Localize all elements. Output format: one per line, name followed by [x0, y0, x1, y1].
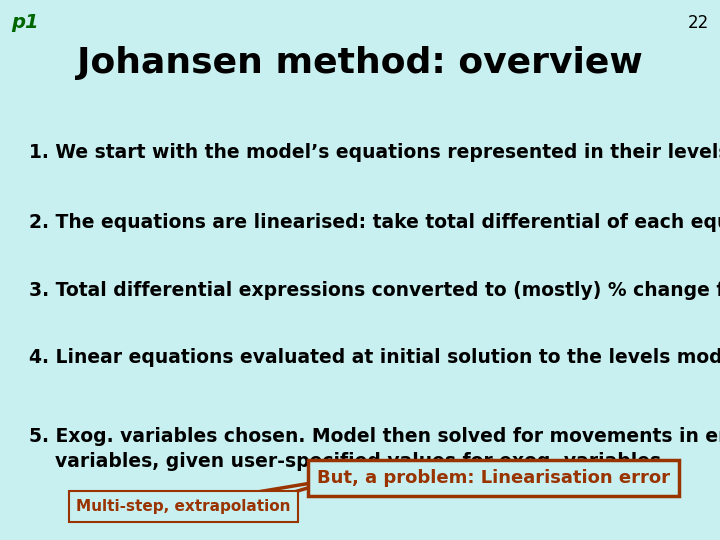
Text: But, a problem: Linearisation error: But, a problem: Linearisation error	[317, 469, 670, 487]
Text: 2. The equations are linearised: take total differential of each equation: 2. The equations are linearised: take to…	[29, 213, 720, 232]
Text: 4. Linear equations evaluated at initial solution to the levels model: 4. Linear equations evaluated at initial…	[29, 348, 720, 367]
Text: 1. We start with the model’s equations represented in their levels form: 1. We start with the model’s equations r…	[29, 143, 720, 162]
Text: p1: p1	[11, 14, 38, 32]
Text: 3. Total differential expressions converted to (mostly) % change form: 3. Total differential expressions conver…	[29, 281, 720, 300]
Text: Johansen method: overview: Johansen method: overview	[77, 46, 643, 80]
Text: 22: 22	[688, 14, 709, 31]
Text: Multi-step, extrapolation: Multi-step, extrapolation	[76, 499, 291, 514]
Text: 5. Exog. variables chosen. Model then solved for movements in endog.
    variabl: 5. Exog. variables chosen. Model then so…	[29, 427, 720, 470]
